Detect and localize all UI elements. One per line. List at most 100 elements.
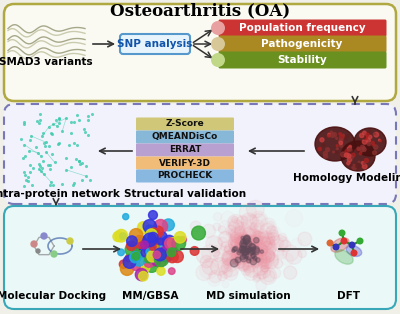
Circle shape xyxy=(251,237,269,255)
Circle shape xyxy=(222,251,236,265)
Circle shape xyxy=(249,241,260,251)
Circle shape xyxy=(358,161,360,163)
Text: SMAD3 variants: SMAD3 variants xyxy=(0,57,93,67)
Circle shape xyxy=(253,262,270,279)
Circle shape xyxy=(243,248,247,252)
Circle shape xyxy=(218,226,226,233)
Circle shape xyxy=(261,246,268,252)
Circle shape xyxy=(364,136,368,140)
Circle shape xyxy=(242,248,255,260)
Point xyxy=(63,116,70,121)
Circle shape xyxy=(238,249,242,253)
Point xyxy=(46,124,52,129)
Point xyxy=(89,111,95,116)
Circle shape xyxy=(123,214,129,220)
Circle shape xyxy=(344,153,348,157)
Circle shape xyxy=(162,235,176,249)
Circle shape xyxy=(240,249,244,253)
Circle shape xyxy=(138,251,146,258)
Point xyxy=(73,157,80,162)
Point xyxy=(38,169,44,174)
Circle shape xyxy=(242,246,247,252)
Text: Homology Modeling: Homology Modeling xyxy=(293,173,400,183)
Circle shape xyxy=(245,266,254,275)
Circle shape xyxy=(277,249,287,259)
Circle shape xyxy=(257,249,274,266)
Circle shape xyxy=(142,248,149,255)
Circle shape xyxy=(144,257,154,267)
Circle shape xyxy=(256,244,268,255)
Circle shape xyxy=(141,248,150,257)
Circle shape xyxy=(266,253,279,267)
Point xyxy=(74,113,80,118)
Circle shape xyxy=(241,236,244,240)
Circle shape xyxy=(356,163,360,168)
Circle shape xyxy=(233,223,240,229)
Circle shape xyxy=(154,252,168,266)
Point xyxy=(83,164,89,169)
Point xyxy=(34,118,40,123)
Point xyxy=(53,118,60,123)
Circle shape xyxy=(235,232,249,246)
Circle shape xyxy=(374,132,379,137)
Circle shape xyxy=(148,244,159,255)
Circle shape xyxy=(239,238,252,252)
Circle shape xyxy=(256,258,260,262)
Circle shape xyxy=(363,163,365,165)
Circle shape xyxy=(126,241,136,250)
Circle shape xyxy=(258,255,267,264)
Circle shape xyxy=(245,253,254,262)
Point xyxy=(47,182,54,187)
Circle shape xyxy=(240,247,256,263)
Circle shape xyxy=(135,268,148,281)
Circle shape xyxy=(362,131,366,135)
Circle shape xyxy=(268,230,279,241)
Circle shape xyxy=(246,241,252,247)
Circle shape xyxy=(256,236,264,243)
Circle shape xyxy=(212,249,220,257)
Circle shape xyxy=(344,137,347,140)
Circle shape xyxy=(347,157,352,162)
Circle shape xyxy=(159,232,167,240)
Point xyxy=(78,161,85,166)
Point xyxy=(37,164,44,169)
Circle shape xyxy=(235,252,245,262)
Circle shape xyxy=(265,243,276,254)
Text: Structural validation: Structural validation xyxy=(124,189,246,199)
Circle shape xyxy=(241,213,257,229)
Circle shape xyxy=(261,256,273,269)
Circle shape xyxy=(160,249,173,262)
Circle shape xyxy=(264,255,279,269)
Circle shape xyxy=(260,218,276,234)
Circle shape xyxy=(246,200,264,218)
Circle shape xyxy=(138,222,150,234)
Circle shape xyxy=(235,243,244,252)
Circle shape xyxy=(256,240,263,246)
FancyBboxPatch shape xyxy=(136,156,234,170)
Circle shape xyxy=(225,244,234,254)
Circle shape xyxy=(328,134,330,137)
Circle shape xyxy=(138,262,150,273)
Circle shape xyxy=(373,133,375,135)
Point xyxy=(49,122,56,127)
Text: Z-Score: Z-Score xyxy=(166,120,204,128)
Circle shape xyxy=(349,145,352,148)
Point xyxy=(87,177,94,182)
Circle shape xyxy=(168,268,175,274)
Circle shape xyxy=(218,271,227,281)
Circle shape xyxy=(248,253,257,262)
Circle shape xyxy=(244,250,249,255)
Circle shape xyxy=(279,240,291,252)
Circle shape xyxy=(118,249,124,256)
Circle shape xyxy=(240,248,255,263)
Circle shape xyxy=(242,252,248,258)
Circle shape xyxy=(133,238,145,250)
Circle shape xyxy=(228,247,240,258)
Circle shape xyxy=(157,267,165,275)
Circle shape xyxy=(240,242,247,249)
FancyBboxPatch shape xyxy=(218,19,386,36)
Point xyxy=(19,156,26,161)
Circle shape xyxy=(363,163,365,165)
Circle shape xyxy=(339,141,342,144)
Circle shape xyxy=(230,239,238,247)
